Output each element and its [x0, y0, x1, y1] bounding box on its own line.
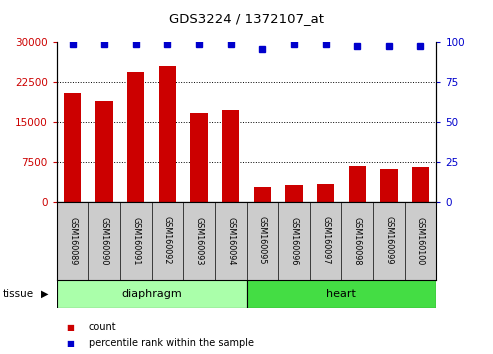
Text: ■: ■	[67, 323, 74, 332]
Text: GSM160089: GSM160089	[68, 217, 77, 265]
Text: ■: ■	[67, 339, 74, 348]
Text: GSM160091: GSM160091	[131, 217, 141, 265]
Bar	[64, 93, 81, 202]
Bar	[57, 280, 246, 308]
Text: GSM160092: GSM160092	[163, 216, 172, 265]
Text: heart: heart	[326, 289, 356, 299]
Bar	[159, 67, 176, 202]
Bar	[412, 167, 429, 202]
Bar	[190, 113, 208, 202]
Text: GSM160095: GSM160095	[258, 216, 267, 265]
Text: GSM160090: GSM160090	[100, 217, 108, 265]
Bar	[246, 280, 436, 308]
Text: GSM160097: GSM160097	[321, 216, 330, 265]
Text: diaphragm: diaphragm	[121, 289, 182, 299]
Text: GSM160094: GSM160094	[226, 217, 235, 265]
Bar	[380, 169, 397, 202]
Text: GSM160093: GSM160093	[195, 217, 204, 265]
Text: GSM160099: GSM160099	[385, 216, 393, 265]
Bar	[127, 72, 144, 202]
Text: GSM160100: GSM160100	[416, 217, 425, 265]
Bar	[349, 166, 366, 202]
Bar	[96, 101, 113, 202]
Bar	[253, 187, 271, 202]
Text: GSM160096: GSM160096	[289, 217, 298, 265]
Text: count: count	[89, 322, 116, 332]
Bar	[317, 184, 334, 202]
Text: tissue: tissue	[2, 289, 34, 299]
Text: GDS3224 / 1372107_at: GDS3224 / 1372107_at	[169, 12, 324, 25]
Text: GSM160098: GSM160098	[352, 217, 362, 265]
Text: ▶: ▶	[41, 289, 48, 299]
Bar	[285, 185, 303, 202]
Text: percentile rank within the sample: percentile rank within the sample	[89, 338, 254, 348]
Bar	[222, 110, 240, 202]
